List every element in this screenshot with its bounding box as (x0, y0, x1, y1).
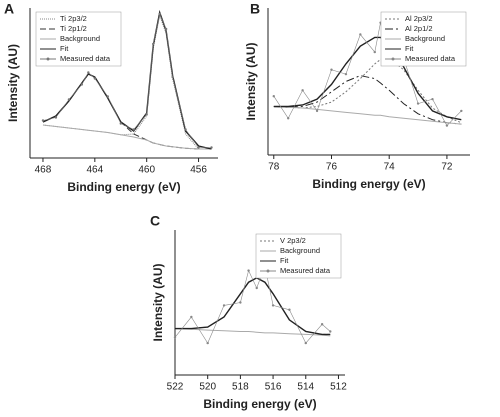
x-axis-label: Binding energy (eV) (203, 397, 316, 411)
series-line (174, 328, 331, 337)
data-point (119, 122, 122, 125)
series-line (273, 57, 462, 124)
legend-label: Background (405, 34, 445, 43)
data-point (431, 97, 434, 101)
x-tick-label: 76 (326, 162, 338, 173)
data-point (271, 304, 275, 307)
x-tick-label: 460 (138, 165, 155, 176)
x-tick-label: 520 (199, 382, 216, 393)
data-point (93, 77, 97, 80)
legend-label: V 2p3/2 (280, 236, 306, 245)
data-point (373, 50, 376, 54)
x-axis-label: Binding energy (eV) (67, 180, 180, 194)
data-point (106, 95, 109, 98)
data-point (80, 83, 84, 86)
legend-marker (46, 57, 50, 61)
data-point (173, 336, 177, 339)
data-point (272, 95, 275, 98)
x-axis-label: Binding energy (eV) (312, 177, 425, 191)
data-point (239, 301, 242, 304)
y-axis-label: Intensity (AU) (151, 263, 165, 341)
data-point (190, 315, 193, 319)
x-tick-label: 512 (330, 382, 347, 393)
legend-label: Measured data (60, 54, 111, 63)
data-point (344, 72, 348, 76)
series-line (42, 124, 212, 150)
x-tick-label: 78 (268, 162, 280, 173)
x-tick-label: 468 (35, 165, 52, 176)
legend-label: Background (280, 246, 320, 255)
legend-label: Fit (280, 256, 289, 265)
series-line (42, 73, 212, 150)
legend-label: Fit (405, 44, 414, 53)
legend-marker (391, 57, 395, 61)
data-point (320, 323, 324, 326)
data-point (255, 286, 258, 290)
data-point (287, 117, 290, 120)
legend-label: Fit (60, 44, 69, 53)
x-tick-label: 518 (232, 382, 249, 393)
x-tick-label: 464 (86, 165, 103, 176)
x-tick-label: 514 (297, 382, 314, 393)
data-point (445, 124, 449, 127)
legend-label: Measured data (280, 266, 331, 275)
x-tick-label: 522 (167, 382, 184, 393)
data-point (145, 113, 148, 116)
data-point (206, 341, 209, 345)
data-point (67, 98, 71, 101)
data-point (151, 42, 155, 46)
data-point (315, 109, 319, 113)
series-line (273, 75, 462, 125)
data-point (54, 116, 58, 119)
series-line (175, 277, 331, 336)
legend-label: Al 2p1/2 (405, 24, 433, 33)
data-point (330, 68, 333, 71)
legend-label: Ti 2p3/2 (60, 14, 87, 23)
data-point (41, 119, 45, 122)
data-point (197, 146, 200, 149)
data-point (247, 269, 250, 272)
panel-label: B (250, 1, 260, 17)
data-point (359, 33, 362, 36)
x-tick-label: 74 (384, 162, 396, 173)
x-tick-label: 456 (190, 165, 207, 176)
data-point (329, 330, 332, 333)
legend-label: Measured data (405, 54, 456, 63)
x-tick-label: 516 (265, 382, 282, 393)
data-point (210, 146, 213, 149)
data-point (158, 12, 161, 16)
legend-label: Background (60, 34, 100, 43)
series-line (273, 106, 462, 125)
data-point (288, 308, 291, 311)
data-point (222, 304, 226, 307)
legend-marker (266, 269, 270, 273)
panel-label: C (150, 213, 160, 229)
data-point (132, 128, 135, 131)
data-point (416, 102, 420, 105)
data-point (460, 109, 463, 113)
series-line (273, 36, 462, 121)
legend-label: Al 2p3/2 (405, 14, 433, 23)
y-axis-label: Intensity (AU) (6, 44, 20, 122)
y-axis-label: Intensity (AU) (244, 42, 258, 120)
data-point (184, 128, 187, 131)
legend-label: Ti 2p1/2 (60, 24, 87, 33)
data-point (164, 27, 168, 31)
data-point (304, 341, 307, 345)
x-tick-label: 72 (441, 162, 453, 173)
data-point (301, 89, 304, 92)
data-point (171, 75, 174, 79)
panel-label: A (4, 1, 14, 17)
data-point (87, 71, 90, 74)
series-line (175, 277, 331, 335)
